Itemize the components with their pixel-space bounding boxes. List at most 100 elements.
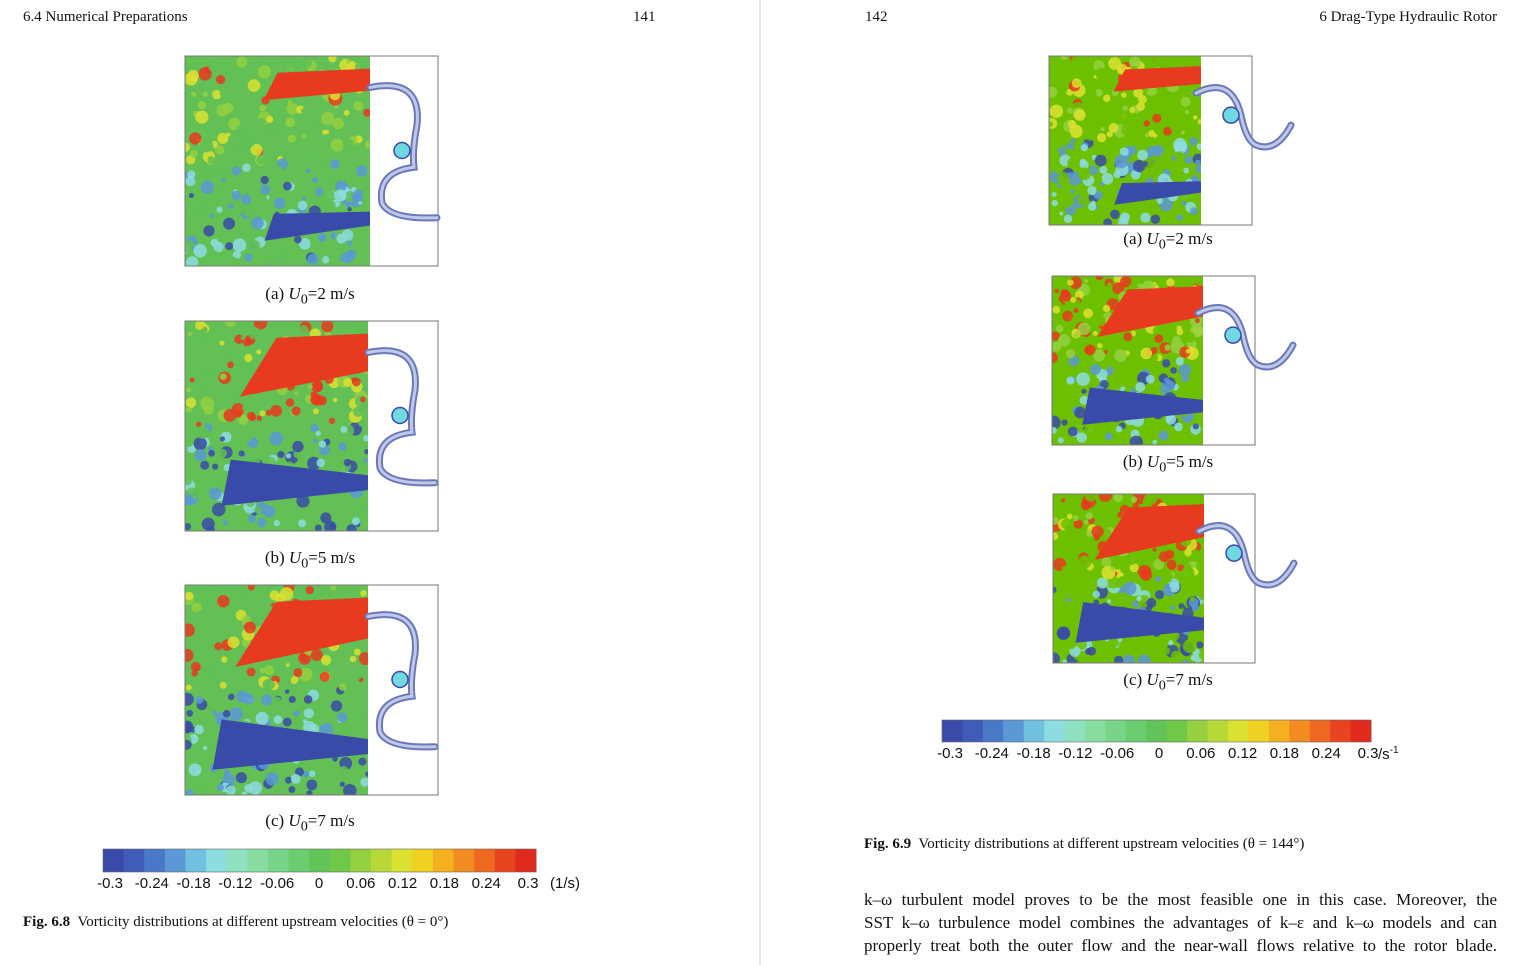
colorbar-swatch	[103, 849, 125, 872]
vortex-blob	[1164, 344, 1172, 351]
vortex-blob	[1094, 337, 1102, 345]
vortex-blob	[197, 101, 207, 110]
vortex-blob	[1097, 342, 1103, 349]
vortex-blob	[231, 166, 242, 176]
colorbar-unit: (1/s)	[550, 875, 580, 892]
vortex-blob	[317, 232, 327, 242]
vortex-blob	[1095, 67, 1107, 80]
vortex-blob	[1184, 549, 1192, 557]
colorbar-tick-label: 0.06	[346, 875, 376, 892]
vortex-blob	[1181, 374, 1190, 383]
vortex-blob	[1170, 605, 1176, 611]
vortex-blob	[310, 423, 319, 433]
vortex-blob	[1096, 176, 1103, 184]
vortex-blob	[1182, 659, 1189, 663]
vortex-blob	[1184, 331, 1196, 343]
vortex-blob	[1162, 359, 1171, 368]
vortex-blob	[265, 258, 275, 266]
colorbar-swatch	[982, 720, 1004, 742]
vortex-blob	[258, 194, 267, 203]
vortex-blob	[349, 655, 357, 663]
rotor-hub	[1224, 326, 1242, 344]
vortex-blob	[294, 235, 302, 244]
vortex-blob	[330, 509, 335, 514]
vortex-blob	[311, 176, 319, 183]
vortex-blob	[238, 450, 245, 457]
vortex-blob	[191, 602, 202, 613]
vortex-blob	[333, 104, 339, 110]
vortex-blob	[306, 168, 311, 174]
vortex-blob	[1122, 654, 1136, 663]
vortex-blob	[1094, 154, 1107, 167]
vortex-blob	[1120, 342, 1127, 349]
vortex-blob	[1066, 527, 1073, 534]
vortex-blob	[1185, 348, 1191, 354]
vortex-blob	[330, 700, 343, 712]
vortex-blob	[217, 784, 225, 791]
caption-label: Fig. 6.9	[864, 836, 912, 852]
vortex-blob	[196, 610, 201, 616]
vortex-blob	[219, 681, 227, 689]
colorbar-tick-label: 0.24	[1311, 745, 1341, 762]
vortex-blob	[308, 770, 316, 778]
vortex-blob	[189, 369, 195, 376]
vortex-blob	[307, 253, 319, 265]
vortex-blob	[234, 677, 243, 686]
vortex-blob	[294, 390, 300, 396]
colorbar-tick-label: -0.18	[1016, 745, 1051, 762]
vortex-blob	[313, 380, 323, 390]
vortex-blob	[1078, 538, 1092, 553]
page-number: 142	[865, 9, 888, 25]
colorbar-swatch	[1064, 720, 1086, 742]
vortex-blob	[1173, 422, 1183, 432]
vortex-blob	[300, 56, 312, 69]
colorbar-tick-label: 0.18	[429, 875, 459, 892]
vortex-blob	[1093, 507, 1106, 519]
vortex-blob	[1181, 200, 1187, 206]
vortex-blob	[189, 132, 202, 145]
vortex-blob	[1049, 209, 1055, 215]
vortex-blob	[1066, 376, 1075, 385]
vortex-blob	[207, 156, 215, 164]
vortex-blob	[1093, 190, 1103, 200]
shear-layer-bottom	[1075, 602, 1214, 643]
vortex-blob	[1078, 167, 1091, 181]
vortex-blob	[1144, 198, 1159, 213]
vortex-blob	[186, 387, 192, 393]
vortex-blob	[1092, 560, 1100, 568]
vortex-blob	[310, 648, 323, 661]
vortex-blob	[1099, 359, 1111, 370]
vortex-blob	[1174, 549, 1181, 555]
vortex-blob	[271, 699, 278, 706]
rotor-blade-inner	[368, 84, 439, 220]
vortex-blob	[1108, 344, 1117, 353]
vortex-blob	[360, 396, 366, 403]
vortex-blob	[1062, 659, 1067, 663]
vortex-blob	[1152, 547, 1157, 552]
vortex-blob	[283, 181, 292, 191]
vortex-blob	[334, 189, 347, 202]
contour-plot	[184, 320, 439, 532]
plot-frame	[184, 320, 439, 532]
vortex-blob	[1055, 324, 1064, 333]
vortex-blob	[1137, 564, 1152, 579]
colorbar-swatch	[1268, 720, 1290, 742]
colorbar-swatch	[371, 849, 393, 872]
vortex-blob	[1054, 288, 1059, 294]
vortex-blob	[1089, 363, 1101, 375]
panel-label: (c)	[1123, 670, 1143, 689]
vortex-blob	[1095, 276, 1104, 281]
vortex-blob	[1053, 602, 1062, 614]
vortex-blob	[195, 110, 209, 124]
vortex-blob	[209, 741, 218, 751]
vortex-blob	[1083, 519, 1089, 525]
vortex-blob	[244, 253, 253, 262]
vortex-blob	[338, 765, 349, 777]
vortex-blob	[293, 667, 303, 678]
vortex-blob	[342, 138, 354, 150]
unit: (1/s)	[550, 875, 580, 892]
vortex-blob	[202, 745, 208, 751]
vortex-blob	[260, 175, 269, 185]
vortex-blob	[288, 786, 296, 794]
vortex-blob	[1135, 382, 1146, 393]
